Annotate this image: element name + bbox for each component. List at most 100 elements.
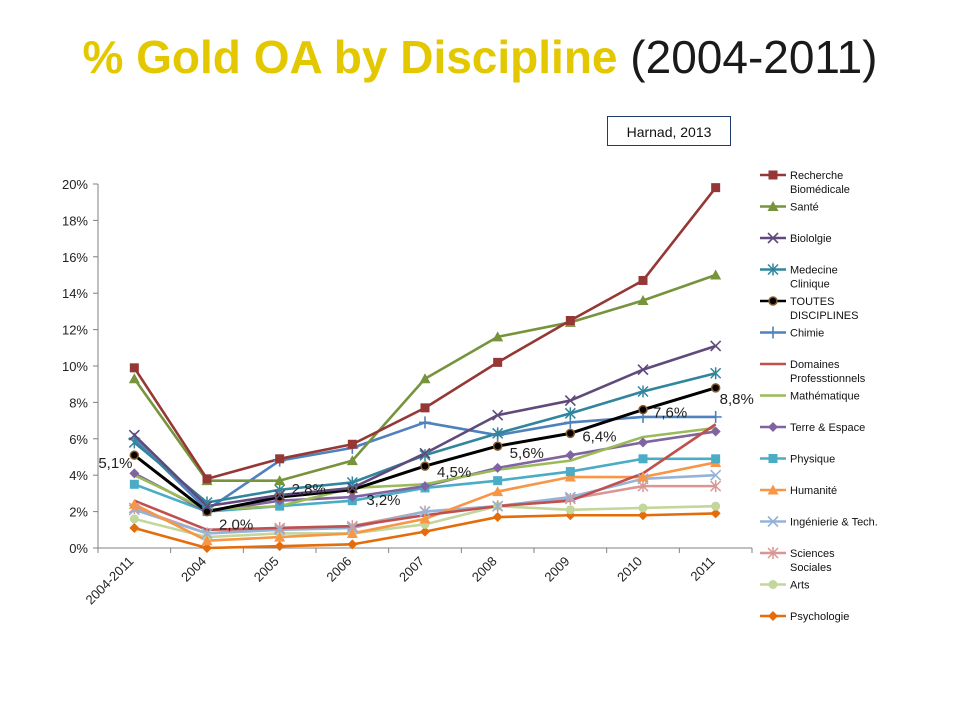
data-point-medecine-clinique <box>564 407 576 420</box>
chart-title-years: (2004-2011) <box>617 31 878 83</box>
data-point-biololgie <box>710 340 722 352</box>
data-point-ingenierie-tech <box>564 491 576 503</box>
source-citation-box: Harnad, 2013 <box>607 116 731 146</box>
y-tick-label: 0% <box>69 541 88 556</box>
legend-item-biololgie: Biololgie <box>760 232 832 245</box>
data-label: 2,8% <box>292 481 326 498</box>
legend-item-medecine-clinique: Medecine Clinique <box>760 263 838 291</box>
y-tick-label: 20% <box>62 177 88 192</box>
series-markers <box>128 183 722 553</box>
data-point-sante <box>128 373 140 384</box>
series-lines <box>133 186 717 550</box>
data-point-toutes-disciplines <box>565 428 576 439</box>
data-point-biololgie <box>274 489 286 501</box>
data-point-psychologie <box>420 526 430 537</box>
data-point-humanite <box>128 498 140 509</box>
data-point-recherche-biomedicale <box>129 363 139 373</box>
legend-label: Psychologie <box>790 611 849 623</box>
data-point-chimie <box>709 410 722 423</box>
data-point-toutes-disciplines <box>638 404 648 415</box>
data-point-humanite <box>346 527 358 538</box>
data-point-recherche-biomedicale <box>202 474 212 484</box>
y-tick-label: 14% <box>62 286 88 301</box>
data-point-physique <box>638 454 648 464</box>
x-tick-label: 2011 <box>687 554 717 584</box>
legend-item-ingenierie-tech: Ingénierie & Tech. <box>760 515 878 529</box>
data-point-recherche-biomedicale <box>420 403 430 413</box>
data-point-toutes-disciplines <box>420 461 430 471</box>
data-label: 5,6% <box>510 445 544 462</box>
legend-marker <box>768 422 778 432</box>
data-point-physique <box>275 501 285 511</box>
x-tick-label: 2010 <box>614 554 645 585</box>
data-point-medecine-clinique <box>346 476 358 489</box>
legend-marker <box>768 454 778 463</box>
data-label: 7,6% <box>653 405 687 422</box>
data-point-terre-espace <box>638 437 648 448</box>
data-point-psychologie <box>274 541 285 552</box>
chart-title: % Gold OA by Discipline (2004-2011) <box>0 30 960 84</box>
legend-item-terre-espace: Terre & Espace <box>760 422 865 434</box>
data-point-biololgie <box>564 395 576 407</box>
legend-label: Physique <box>790 454 835 466</box>
legend-item-arts: Arts <box>760 580 810 592</box>
data-point-terre-espace <box>565 450 576 461</box>
data-point-terre-espace <box>129 468 140 479</box>
legend-label: Mathématique <box>790 391 860 403</box>
data-point-arts <box>638 503 648 513</box>
legend-label: Biololgie <box>790 233 832 245</box>
data-point-chimie <box>419 416 431 429</box>
legend-marker <box>768 170 778 180</box>
data-point-ingenierie-tech <box>274 524 286 536</box>
legend-label: Chimie <box>790 328 824 340</box>
chart-axes: 0% 2% 4% 6% 8% 10% 12% 14% 16% 18% 20% 2004-2011 200… <box>62 177 753 608</box>
legend-marker <box>767 326 779 339</box>
data-labels: 5,1% 2,0% 2,8% 3,2% 4,5% 5,6% 6,4% 7,6% 8,8% <box>98 391 754 534</box>
legend-marker <box>767 484 779 495</box>
data-point-recherche-biomedicale <box>347 439 357 449</box>
legend-label: Terre & Espace <box>790 422 865 434</box>
x-tick-label: 2007 <box>396 554 427 585</box>
data-point-psychologie <box>638 510 648 521</box>
legend-marker <box>768 580 778 589</box>
x-tick-label: 2006 <box>323 554 354 585</box>
data-point-physique <box>129 479 139 489</box>
y-tick-label: 8% <box>69 395 88 410</box>
legend-label: Recherche Biomédicale <box>790 170 850 196</box>
data-point-medecine-clinique <box>637 385 649 398</box>
y-tick-label: 6% <box>69 432 88 447</box>
legend-label: Sciences Sociales <box>790 548 835 574</box>
data-point-biololgie <box>201 500 213 512</box>
legend-item-domaines-professtionnels: Domaines Professtionnels <box>760 359 866 385</box>
data-point-medecine-clinique <box>710 367 722 380</box>
data-point-recherche-biomedicale <box>638 275 648 285</box>
x-tick-label: 2004-2011 <box>83 554 137 608</box>
data-point-psychologie <box>347 539 358 550</box>
data-point-humanite <box>492 486 504 497</box>
data-point-psychologie <box>202 543 212 553</box>
x-tick-label: 2008 <box>469 554 500 585</box>
legend-item-sciences-sociales: Sciences Sociales <box>760 547 835 574</box>
data-point-psychologie <box>492 512 503 523</box>
data-point-biololgie <box>637 364 649 376</box>
data-point-recherche-biomedicale <box>711 183 721 193</box>
legend-item-humanite: Humanité <box>760 484 837 497</box>
data-point-recherche-biomedicale <box>565 316 575 325</box>
legend-item-physique: Physique <box>760 454 835 466</box>
y-tick-label: 10% <box>62 359 88 374</box>
data-point-medecine-clinique <box>274 483 286 496</box>
data-point-biololgie <box>346 482 358 494</box>
y-tick-label: 16% <box>62 250 88 265</box>
data-point-physique <box>711 454 721 464</box>
data-label: 8,8% <box>720 391 754 408</box>
data-point-biololgie <box>492 409 504 421</box>
data-point-psychologie <box>710 508 721 519</box>
data-point-ingenierie-tech <box>419 506 431 518</box>
data-point-recherche-biomedicale <box>493 357 503 367</box>
data-point-physique <box>493 476 503 486</box>
legend-item-toutes-disciplines: TOUTES DISCIPLINES <box>760 296 858 322</box>
data-point-arts <box>129 514 139 524</box>
data-point-medecine-clinique <box>419 449 431 462</box>
data-point-sante <box>346 455 358 466</box>
